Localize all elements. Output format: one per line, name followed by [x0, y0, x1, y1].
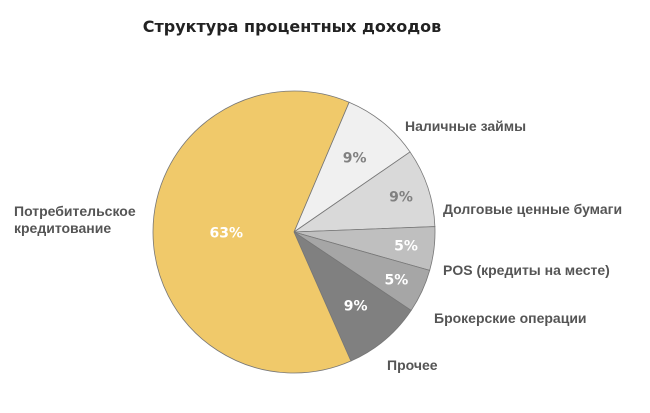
pie-slice-потребительское-кредитование: [152, 90, 352, 374]
category-label-потребительское-кредитование: Потребительское кредитование: [14, 203, 136, 236]
pie-slice-прочее: [293, 230, 412, 362]
pie-slices: [152, 90, 436, 374]
category-label-прочее: Прочее: [387, 357, 438, 373]
category-label-pos-кредиты-на-месте: POS (кредиты на месте): [443, 262, 610, 278]
pie-slice-наличные-займы: [293, 101, 411, 234]
category-label-брокерские-операции: Брокерские операции: [434, 310, 587, 326]
percent-label-pos-кредиты-на-месте: 5%: [394, 238, 418, 254]
chart-title: Структура процентных доходов: [143, 17, 442, 36]
category-labels: Наличные займы Долговые ценные бумаги POS …: [14, 118, 622, 373]
category-label-наличные-займы: Наличные займы: [405, 118, 526, 134]
pie-slice-долговые-ценные-бумаги: [292, 151, 436, 233]
percent-label-прочее: 9%: [344, 298, 368, 314]
category-label-долговые-ценные-бумаги: Долговые ценные бумаги: [443, 201, 622, 217]
percent-label-наличные-займы: 9%: [343, 151, 367, 167]
percent-label-брокерские-операции: 5%: [385, 272, 409, 288]
percent-label-долговые-ценные-бумаги: 9%: [389, 189, 413, 205]
percent-labels: 9% 9% 5% 5% 9% 63%: [210, 151, 418, 315]
percent-label-потребительское-кредитование: 63%: [210, 226, 244, 242]
